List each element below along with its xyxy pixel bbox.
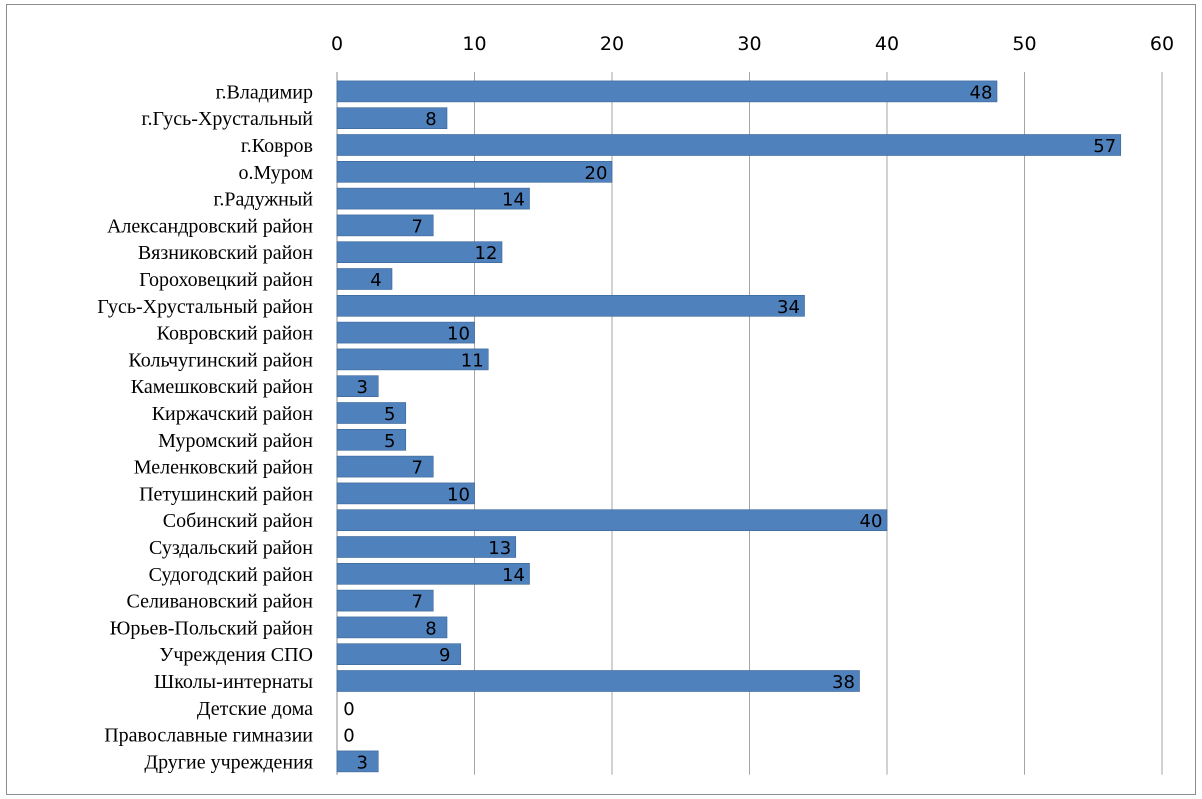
data-label: 7 <box>412 458 423 479</box>
bar <box>336 268 393 290</box>
data-label: 14 <box>502 190 525 211</box>
x-tick-label: 60 <box>1150 33 1174 55</box>
data-label: 10 <box>447 324 470 345</box>
bar <box>336 375 379 398</box>
x-tick-label: 20 <box>600 33 624 55</box>
bar <box>336 80 998 103</box>
category-label: Александровский район <box>107 215 313 237</box>
bars-layer <box>336 80 1122 773</box>
category-label: Детские дома <box>197 698 313 720</box>
data-label: 14 <box>502 565 525 586</box>
data-label: 5 <box>384 404 395 425</box>
category-label: Селивановский район <box>126 591 313 613</box>
bar <box>336 107 448 129</box>
category-label: Ковровский район <box>157 323 314 345</box>
bar <box>336 589 434 612</box>
bar <box>336 187 530 210</box>
category-label: о.Муром <box>238 162 313 184</box>
category-label: Гороховецкий район <box>139 269 313 291</box>
data-label: 3 <box>357 752 368 773</box>
bar <box>336 241 503 263</box>
category-label: Юрьев-Польский район <box>110 617 314 639</box>
bar <box>336 294 805 317</box>
category-label: г.Гусь-Хрустальный <box>142 108 314 130</box>
data-label: 40 <box>860 511 883 532</box>
data-label: 20 <box>585 163 608 184</box>
bar <box>336 509 888 532</box>
data-label: 5 <box>384 431 395 452</box>
bar <box>336 536 517 558</box>
category-label: Собинский район <box>163 510 314 532</box>
bar <box>336 670 860 692</box>
bar <box>336 643 462 666</box>
bar <box>336 134 1122 156</box>
category-label: Вязниковский район <box>138 242 313 264</box>
category-label: Другие учреждения <box>144 751 313 773</box>
category-label: г.Ковров <box>241 135 313 157</box>
data-label: 0 <box>343 699 354 720</box>
category-label: г.Владимир <box>216 81 313 103</box>
category-label: Муромский район <box>158 430 313 452</box>
category-label: Петушинский район <box>139 483 313 505</box>
data-label: 12 <box>475 243 498 264</box>
x-tick-label: 50 <box>1012 33 1036 55</box>
category-label: Суздальский район <box>149 537 313 559</box>
data-label: 8 <box>425 618 436 639</box>
category-label: Учреждения СПО <box>159 644 313 666</box>
bar <box>336 321 475 344</box>
data-label: 0 <box>343 726 354 747</box>
data-label: 57 <box>1093 136 1116 157</box>
bar <box>336 750 379 773</box>
bar <box>336 482 475 505</box>
data-label: 38 <box>832 672 855 693</box>
category-label: Школы-интернаты <box>154 671 313 693</box>
x-tick-label: 0 <box>331 33 343 55</box>
data-label: 10 <box>447 484 470 505</box>
x-tick-label: 30 <box>737 33 761 55</box>
category-label: Судогодский район <box>149 564 314 586</box>
bar <box>336 161 613 183</box>
category-label: Православные гимназии <box>104 725 313 747</box>
data-label: 11 <box>461 350 484 371</box>
data-label: 9 <box>439 645 450 666</box>
data-label: 3 <box>357 377 368 398</box>
category-label: Гусь-Хрустальный район <box>97 296 313 318</box>
bar <box>336 428 407 451</box>
data-label: 13 <box>488 538 511 559</box>
bar <box>336 402 407 424</box>
data-label: 7 <box>412 216 423 237</box>
category-label: Киржачский район <box>152 403 314 425</box>
data-label: 48 <box>970 82 993 103</box>
bar <box>336 214 434 237</box>
data-label: 34 <box>777 297 800 318</box>
bar <box>336 616 448 639</box>
category-label: Камешковский район <box>131 376 313 398</box>
bar <box>336 562 530 585</box>
data-label: 8 <box>425 109 436 130</box>
bar <box>336 455 434 478</box>
category-label: Кольчугинский район <box>128 349 313 371</box>
x-tick-label: 40 <box>875 33 899 55</box>
category-label: Меленковский район <box>134 457 314 479</box>
category-label: г.Радужный <box>213 189 313 211</box>
x-tick-label: 10 <box>462 33 486 55</box>
data-label: 4 <box>370 270 381 291</box>
bar <box>336 348 489 371</box>
labels-layer: 0 10 20 30 40 50 60г.Владимир 48г.Гусь-Хрусталь… <box>97 33 1174 773</box>
data-label: 7 <box>412 592 423 613</box>
